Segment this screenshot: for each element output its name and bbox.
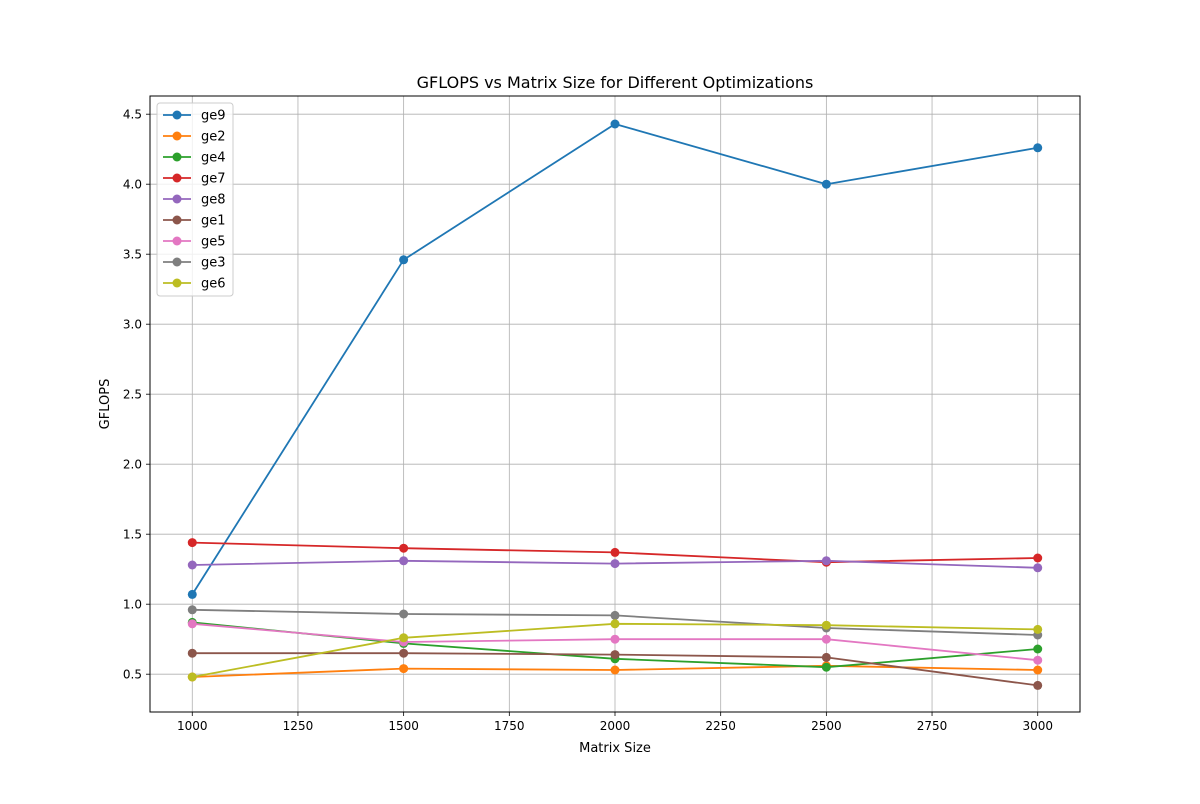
data-point-ge6 — [399, 633, 409, 643]
legend-label: ge5 — [201, 235, 226, 250]
data-point-ge1 — [821, 652, 831, 662]
legend-item-ge9: ge9 — [163, 109, 226, 124]
data-point-ge1 — [1033, 680, 1043, 690]
y-tick-label: 4.0 — [123, 178, 142, 192]
data-point-ge5 — [610, 634, 620, 644]
y-tick-label: 3.5 — [123, 248, 142, 262]
data-point-ge7 — [1033, 553, 1043, 563]
series-ge6 — [187, 619, 1043, 682]
data-point-ge1 — [610, 650, 620, 660]
y-tick-label: 3.0 — [123, 318, 142, 332]
data-point-ge6 — [187, 672, 197, 682]
data-point-ge2 — [1033, 665, 1043, 675]
legend-label: ge1 — [201, 214, 226, 229]
legend-label: ge3 — [201, 256, 226, 271]
y-axis-label: GFLOPS — [98, 379, 113, 430]
legend-item-ge3: ge3 — [163, 256, 226, 271]
legend-swatch-marker — [172, 215, 182, 225]
legend-item-ge8: ge8 — [163, 193, 226, 208]
x-tick-label: 3000 — [1022, 719, 1053, 733]
legend-swatch-marker — [172, 173, 182, 183]
data-point-ge7 — [187, 538, 197, 548]
x-tick-label: 2250 — [705, 719, 736, 733]
legend-label: ge7 — [201, 172, 226, 187]
legend-item-ge6: ge6 — [163, 277, 226, 292]
legend-item-ge5: ge5 — [163, 235, 226, 250]
x-tick-label: 1000 — [177, 719, 208, 733]
series-layer — [187, 119, 1043, 690]
legend-swatch-marker — [172, 278, 182, 288]
y-tick-label: 4.5 — [123, 108, 142, 122]
legend-box — [156, 102, 234, 297]
x-tick-label: 2750 — [917, 719, 948, 733]
data-point-ge8 — [610, 559, 620, 569]
data-point-ge3 — [399, 609, 409, 619]
data-point-ge1 — [187, 648, 197, 658]
legend-item-ge4: ge4 — [163, 151, 226, 166]
data-point-ge9 — [610, 119, 620, 129]
data-point-ge5 — [187, 619, 197, 629]
data-point-ge3 — [610, 610, 620, 620]
legend-swatch-marker — [172, 131, 182, 141]
x-tick-label: 1250 — [283, 719, 314, 733]
x-tick-label: 1500 — [388, 719, 419, 733]
legend-swatch-marker — [172, 257, 182, 267]
data-point-ge4 — [1033, 644, 1043, 654]
legend-label: ge4 — [201, 151, 226, 166]
legend-label: ge9 — [201, 109, 226, 124]
legend-item-ge2: ge2 — [163, 130, 226, 145]
legend: ge9 ge2 ge4 ge7 ge8 ge1 ge5 ge3 ge6 — [156, 102, 234, 297]
series-ge1 — [187, 648, 1043, 690]
data-point-ge8 — [187, 560, 197, 570]
y-tick-label: 2.0 — [123, 458, 142, 472]
legend-label: ge2 — [201, 130, 226, 145]
y-tick-label: 1.5 — [123, 528, 142, 542]
data-point-ge6 — [821, 620, 831, 630]
legend-swatch-marker — [172, 152, 182, 162]
data-point-ge6 — [1033, 624, 1043, 634]
data-point-ge7 — [610, 547, 620, 557]
chart-title: GFLOPS vs Matrix Size for Different Opti… — [417, 73, 814, 92]
data-point-ge9 — [187, 589, 197, 599]
x-tick-label: 2000 — [600, 719, 631, 733]
x-axis-label: Matrix Size — [579, 741, 651, 756]
data-point-ge5 — [821, 634, 831, 644]
legend-item-ge1: ge1 — [163, 214, 226, 229]
legend-label: ge6 — [201, 277, 226, 292]
legend-item-ge7: ge7 — [163, 172, 226, 187]
data-point-ge7 — [399, 543, 409, 553]
grid — [150, 96, 1080, 712]
data-point-ge5 — [1033, 655, 1043, 665]
data-point-ge1 — [399, 648, 409, 658]
data-point-ge8 — [1033, 563, 1043, 573]
data-point-ge4 — [821, 662, 831, 672]
x-tick-label: 2500 — [811, 719, 842, 733]
data-point-ge2 — [610, 665, 620, 675]
y-tick-label: 0.5 — [123, 668, 142, 682]
x-tick-label: 1750 — [494, 719, 525, 733]
data-point-ge8 — [821, 556, 831, 566]
data-point-ge9 — [821, 179, 831, 189]
y-tick-label: 1.0 — [123, 598, 142, 612]
data-point-ge2 — [399, 664, 409, 674]
data-point-ge9 — [1033, 143, 1043, 153]
data-point-ge3 — [187, 605, 197, 615]
legend-label: ge8 — [201, 193, 226, 208]
data-point-ge9 — [399, 255, 409, 265]
data-point-ge6 — [610, 619, 620, 629]
series-ge9 — [187, 119, 1043, 599]
y-tick-label: 2.5 — [123, 388, 142, 402]
data-point-ge8 — [399, 556, 409, 566]
legend-swatch-marker — [172, 194, 182, 204]
legend-swatch-marker — [172, 236, 182, 246]
legend-swatch-marker — [172, 110, 182, 120]
series-ge8 — [187, 556, 1043, 573]
ticks: 1000 1250 1500 1750 2000 2250 2500 2750 3000 0.5 1… — [123, 108, 1053, 733]
